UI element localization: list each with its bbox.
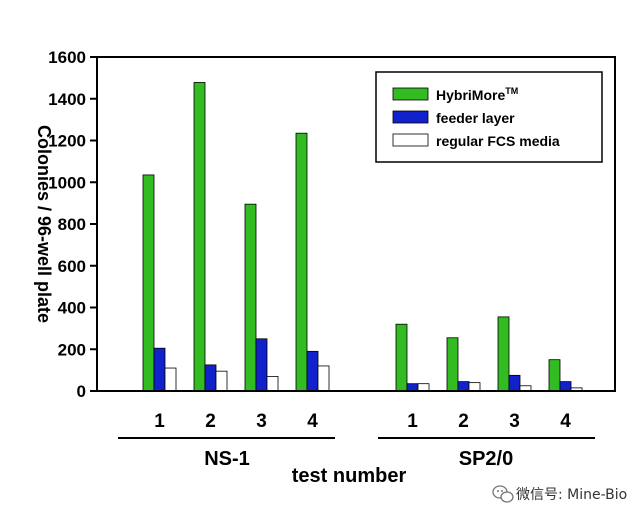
x-tick-label: 4	[307, 411, 318, 432]
bar-regular-fcs-media-sp2-0-1	[417, 383, 430, 392]
legend-swatch-regular-fcs-media	[392, 133, 429, 147]
watermark-text: 微信号: Mine-Bio	[516, 487, 627, 503]
bar-feeder-layer-sp2-0-1	[406, 383, 419, 392]
legend-swatch-feeder-layer	[392, 110, 429, 124]
legend-label-hybrimore-tm: TM	[505, 86, 518, 96]
legend-label-feeder-layer: feeder layer	[436, 110, 515, 126]
y-tick-label: 1600	[48, 48, 86, 67]
x-tick-label: 4	[560, 411, 571, 432]
legend-label-regular-fcs-media: regular FCS media	[436, 133, 560, 149]
x-tick-label: 3	[509, 411, 520, 432]
y-tick-label: 0	[77, 382, 86, 401]
legend: HybriMoreTM feeder layer regular FCS med…	[375, 71, 603, 163]
legend-swatch-hybrimore	[392, 87, 429, 101]
legend-label-hybrimore: HybriMoreTM	[436, 86, 518, 103]
group-label-sp2-0: SP2/0	[459, 448, 513, 470]
bar-hybrimore-ns-1-1	[142, 174, 155, 392]
bar-regular-fcs-media-ns-1-3	[266, 375, 279, 392]
bar-regular-fcs-media-ns-1-4	[317, 365, 330, 392]
bar-regular-fcs-media-ns-1-2	[215, 370, 228, 392]
y-tick-label: 800	[58, 215, 86, 234]
x-axis-title: test number	[292, 465, 407, 487]
bar-hybrimore-sp2-0-2	[446, 337, 459, 392]
x-tick-label: 2	[205, 411, 216, 432]
bar-feeder-layer-ns-1-2	[204, 364, 217, 392]
bar-hybrimore-sp2-0-3	[497, 316, 510, 392]
x-tick-label: 1	[154, 411, 165, 432]
bar-hybrimore-ns-1-3	[244, 203, 257, 392]
watermark: 微信号: Mine-Bio	[492, 485, 627, 503]
y-tick-label: 600	[58, 257, 86, 276]
chart-marks	[142, 82, 583, 392]
bar-regular-fcs-media-sp2-0-2	[468, 382, 481, 392]
bar-feeder-layer-sp2-0-3	[508, 374, 521, 392]
x-tick-label: 2	[458, 411, 469, 432]
wechat-icon	[492, 485, 514, 503]
bar-feeder-layer-ns-1-4	[306, 350, 319, 392]
x-tick-label: 1	[407, 411, 418, 432]
y-tick-label: 200	[58, 340, 86, 359]
bar-hybrimore-ns-1-2	[193, 82, 206, 392]
bar-regular-fcs-media-ns-1-1	[164, 367, 177, 392]
y-tick-label: 1000	[48, 173, 86, 192]
bar-hybrimore-sp2-0-1	[395, 323, 408, 392]
bar-feeder-layer-sp2-0-2	[457, 381, 470, 392]
legend-label-hybrimore-name: HybriMore	[436, 87, 505, 103]
y-axis-title: Colonies / 96-well plate	[34, 125, 54, 323]
y-tick-label: 1200	[48, 132, 86, 151]
bar-feeder-layer-sp2-0-4	[559, 381, 572, 392]
bar-hybrimore-sp2-0-4	[548, 359, 561, 392]
bar-feeder-layer-ns-1-1	[153, 347, 166, 392]
group-label-ns-1: NS-1	[204, 448, 250, 470]
y-axis: 0 200 400 600 800 1000 1200 1400 1600	[48, 48, 97, 401]
y-tick-label: 1400	[48, 90, 86, 109]
bar-feeder-layer-ns-1-3	[255, 338, 268, 392]
bar-hybrimore-ns-1-4	[295, 132, 308, 392]
x-tick-label: 3	[256, 411, 267, 432]
x-axis: 1 2 3 4 1 2 3 4	[154, 411, 571, 432]
y-tick-label: 400	[58, 299, 86, 318]
